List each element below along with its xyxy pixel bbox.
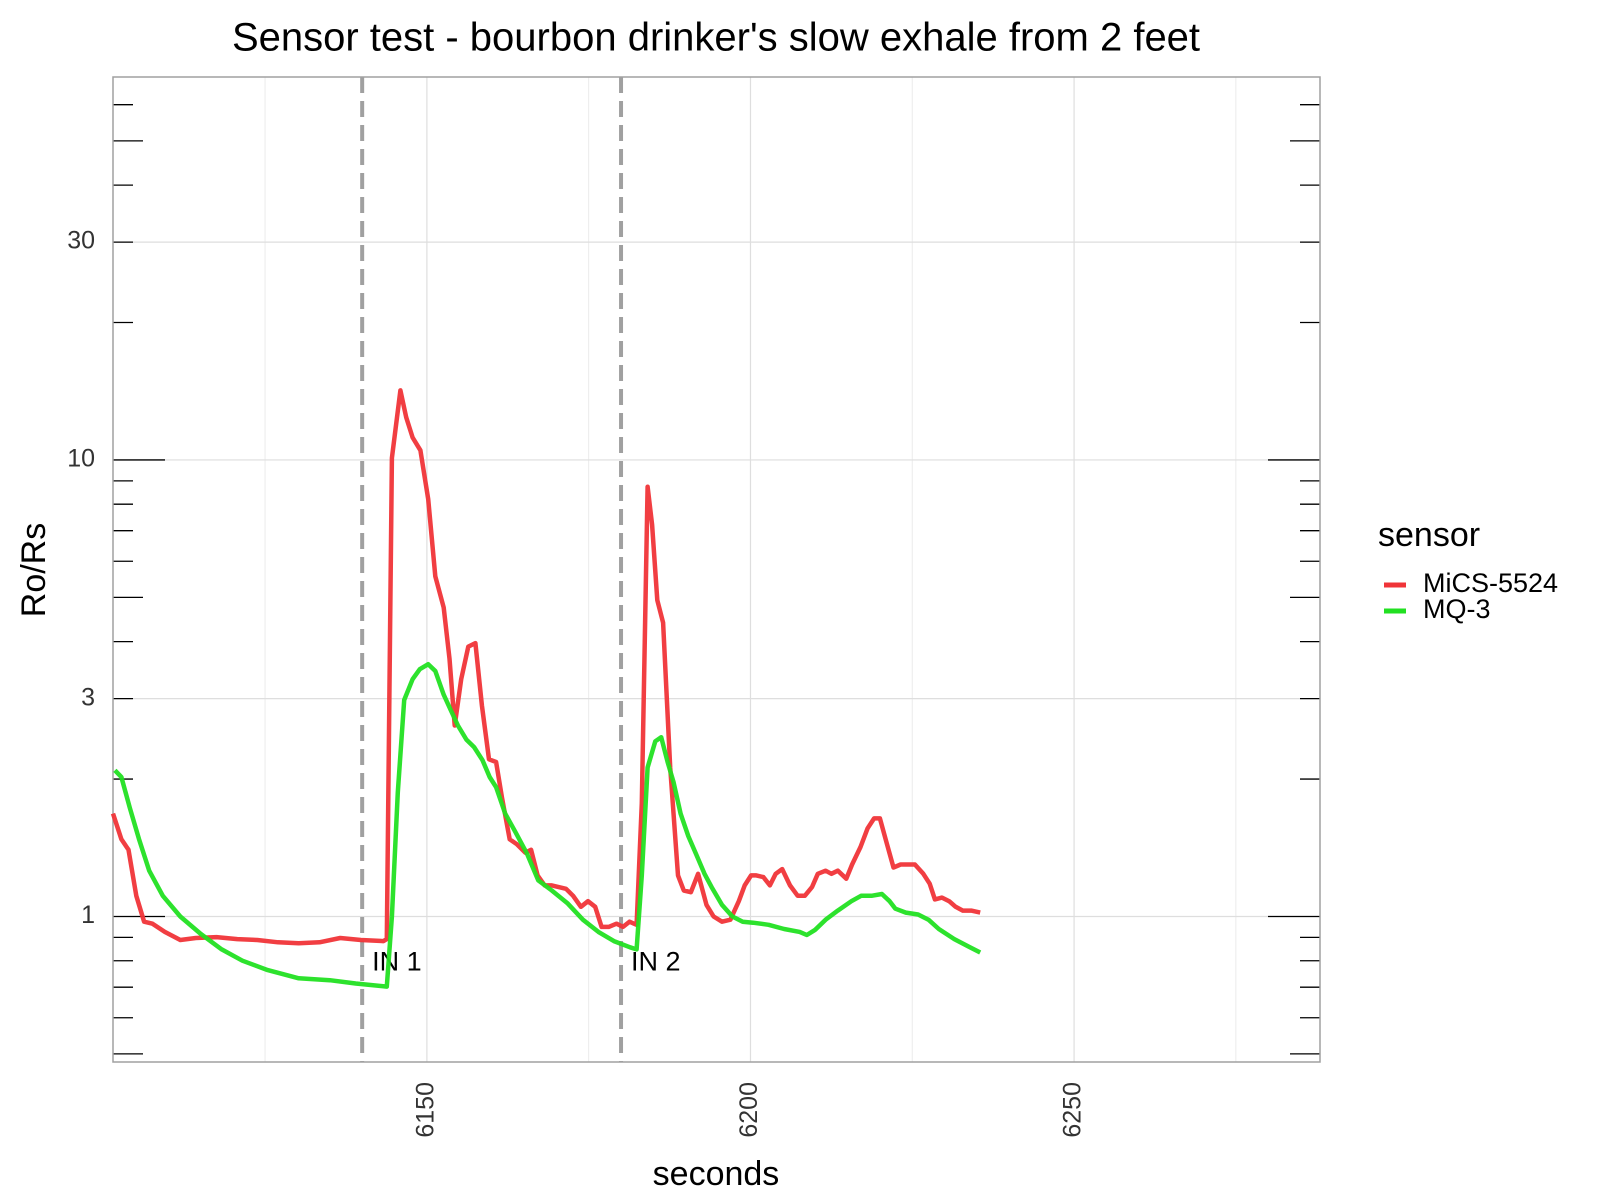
x-tick-label: 6150	[411, 1082, 439, 1138]
chart-title: Sensor test - bourbon drinker's slow exh…	[232, 16, 1200, 60]
marker-label: IN 1	[372, 946, 422, 976]
y-tick-label: 3	[81, 683, 95, 711]
y-tick-label: 10	[67, 445, 95, 473]
x-tick-label: 6250	[1059, 1082, 1087, 1138]
legend-label: MQ-3	[1423, 594, 1491, 624]
x-axis-title: seconds	[653, 1155, 780, 1193]
y-tick-label: 30	[67, 227, 95, 255]
y-axis-title: Ro/Rs	[15, 523, 53, 617]
y-tick-label: 1	[81, 901, 95, 929]
marker-label: IN 2	[631, 946, 681, 976]
legend-label: MiCS-5524	[1423, 568, 1558, 598]
plot-border	[112, 76, 1321, 1063]
x-tick-label: 6200	[735, 1082, 763, 1138]
series-line	[113, 661, 982, 989]
series-line	[110, 388, 981, 946]
legend-title: sensor	[1378, 516, 1480, 554]
